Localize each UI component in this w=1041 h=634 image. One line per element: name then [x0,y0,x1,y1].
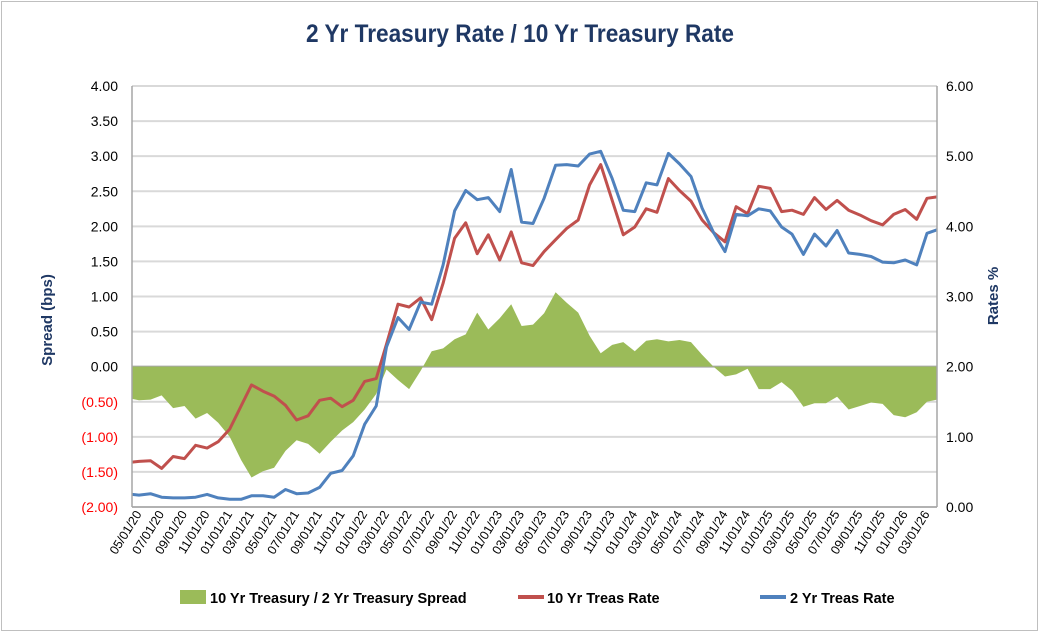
legend-swatch-spread [180,590,206,604]
y-right-tick-label: 4.00 [946,218,973,234]
axes: 4.00 3.50 3.00 2.50 2.00 1.50 1.00 0.50 0.00 (0.5… [81,78,973,557]
y-left-tick-label: 4.00 [91,78,118,94]
legend: 10 Yr Treasury / 2 Yr Treasury Spread 10… [180,590,895,607]
y-left-tick-label: (0.50) [81,394,118,410]
legend-label-ten-yr: 10 Yr Treas Rate [547,591,660,607]
ten-yr-rate-line [131,163,938,470]
legend-label-spread: 10 Yr Treasury / 2 Yr Treasury Spread [210,591,467,607]
y-left-tick-label: 3.00 [91,148,118,164]
y-left-tick-label: 2.50 [91,183,118,199]
y-left-tick-label: 1.50 [91,253,118,269]
two-yr-rate-line [131,149,938,501]
y-left-tick-label: (1.50) [81,464,118,480]
y-right-tick-label: 5.00 [946,148,973,164]
y-right-axis-title: Rates % [985,267,1002,325]
y-left-tick-label: 3.50 [91,113,118,129]
spread-area [132,292,937,478]
y-left-tick-label: 2.00 [91,218,118,234]
rate-lines-layer [131,149,938,501]
y-left-tick-label: (1.00) [81,429,118,445]
y-right-tick-label: 0.00 [946,499,973,515]
y-left-tick-label: 0.50 [91,324,118,340]
spread-area-layer [132,292,937,478]
y-right-tick-label: 6.00 [946,78,973,94]
y-left-tick-label: 1.00 [91,289,118,305]
y-left-axis-title: Spread (bps) [39,274,56,366]
y-left-tick-label: (2.00) [81,499,118,515]
y-right-tick-label: 1.00 [946,429,973,445]
y-right-tick-label: 2.00 [946,359,973,375]
y-right-tick-label: 3.00 [946,289,973,305]
legend-label-two-yr: 2 Yr Treas Rate [790,591,895,607]
chart-title: 2 Yr Treasury Rate / 10 Yr Treasury Rate [306,20,734,48]
y-left-tick-label: 0.00 [91,359,118,375]
